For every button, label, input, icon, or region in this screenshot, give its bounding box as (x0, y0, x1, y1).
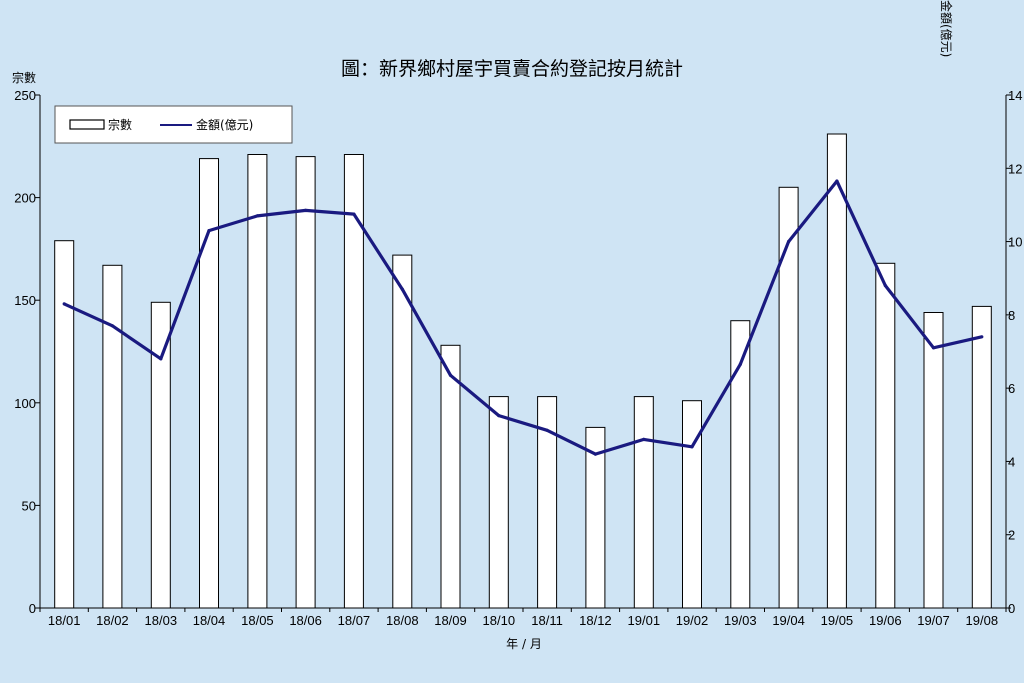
y2-tick-label: 12 (1008, 161, 1022, 176)
x-tick-label: 18/09 (434, 613, 467, 628)
line-point (400, 287, 404, 291)
y-tick-label: 100 (14, 396, 36, 411)
bar (199, 158, 219, 609)
bar (826, 133, 847, 609)
x-tick-label: 19/06 (869, 613, 902, 628)
y2-axis-title: 金額(億元) (939, 0, 954, 57)
line-point (159, 357, 163, 361)
line-point (883, 283, 887, 288)
bar (150, 301, 171, 609)
y-tick-label: 200 (14, 191, 36, 206)
x-tick-label: 18/12 (579, 613, 612, 628)
bar (54, 240, 75, 609)
y2-tick-label: 2 (1008, 528, 1015, 543)
x-tick-label: 19/01 (628, 613, 661, 628)
line-point (690, 445, 694, 449)
line-point (545, 428, 549, 432)
line-point (255, 214, 259, 218)
line-point (642, 437, 646, 441)
x-tick-label: 18/02 (96, 613, 129, 628)
line-point (207, 229, 211, 233)
legend-bar-swatch (69, 119, 105, 130)
y2-tick-label: 4 (1008, 454, 1015, 469)
y-tick-label: 150 (14, 293, 36, 308)
line-point (787, 240, 791, 244)
x-tick-label: 18/07 (338, 613, 371, 628)
y-axis-title: 宗數 (12, 70, 36, 85)
line-point (980, 335, 984, 339)
amount-line (63, 179, 983, 456)
bars-layer (54, 133, 992, 609)
x-tick-label: 18/11 (531, 613, 563, 628)
line-point (593, 452, 598, 456)
x-tick-label: 18/03 (145, 613, 178, 628)
bar (875, 262, 896, 609)
y-tick-label: 50 (22, 498, 36, 513)
line-point (352, 212, 356, 216)
line-point (738, 362, 742, 366)
x-tick-label: 19/03 (724, 613, 757, 628)
bar (923, 312, 944, 609)
line-point (497, 414, 501, 418)
legend: 宗數 金額(億元) (54, 105, 293, 144)
bar (488, 396, 509, 609)
axes-layer: 0 50 100 150 200 250 0 2 4 6 8 10 12 14 18/01 18/02 18/0… (14, 88, 1022, 628)
x-tick-label: 19/02 (676, 613, 709, 628)
line-layer (62, 179, 984, 456)
y2-tick-label: 14 (1008, 88, 1022, 103)
x-tick-label: 19/05 (821, 613, 854, 628)
bar (682, 400, 702, 609)
bar (392, 254, 413, 609)
bar (295, 156, 316, 609)
y2-tick-label: 8 (1008, 308, 1015, 323)
y2-tick-label: 0 (1008, 601, 1015, 616)
x-tick-label: 18/04 (193, 613, 226, 628)
x-tick-label: 19/04 (772, 613, 805, 628)
y-tick-label: 250 (14, 88, 36, 103)
line-point (835, 179, 839, 183)
legend-line-label: 金額(億元) (196, 117, 253, 132)
chart-title: 圖：新界鄉村屋宇買賣合約登記按月統計 (341, 58, 683, 80)
x-axis-title: 年 / 月 (506, 637, 542, 651)
line-point (110, 324, 114, 328)
x-tick-label: 19/08 (966, 613, 999, 628)
x-tick-label: 18/10 (483, 613, 516, 628)
bar (971, 305, 992, 609)
bar (247, 154, 268, 609)
y2-tick-label: 6 (1008, 381, 1015, 396)
bar (778, 186, 799, 609)
bar (102, 264, 123, 609)
line-point (931, 346, 936, 350)
line-point (304, 208, 308, 212)
x-tick-label: 18/05 (241, 613, 274, 628)
legend-bar-label: 宗數 (108, 117, 132, 132)
y-tick-label: 0 (29, 601, 36, 616)
x-tick-label: 18/06 (289, 613, 322, 628)
line-point (62, 302, 66, 306)
x-tick-label: 19/07 (917, 613, 950, 628)
bar (440, 344, 461, 609)
y2-tick-label: 10 (1008, 235, 1022, 250)
x-tick-label: 18/01 (48, 613, 81, 628)
bar (633, 396, 654, 609)
x-tick-label: 18/08 (386, 613, 419, 628)
line-point (448, 373, 453, 377)
